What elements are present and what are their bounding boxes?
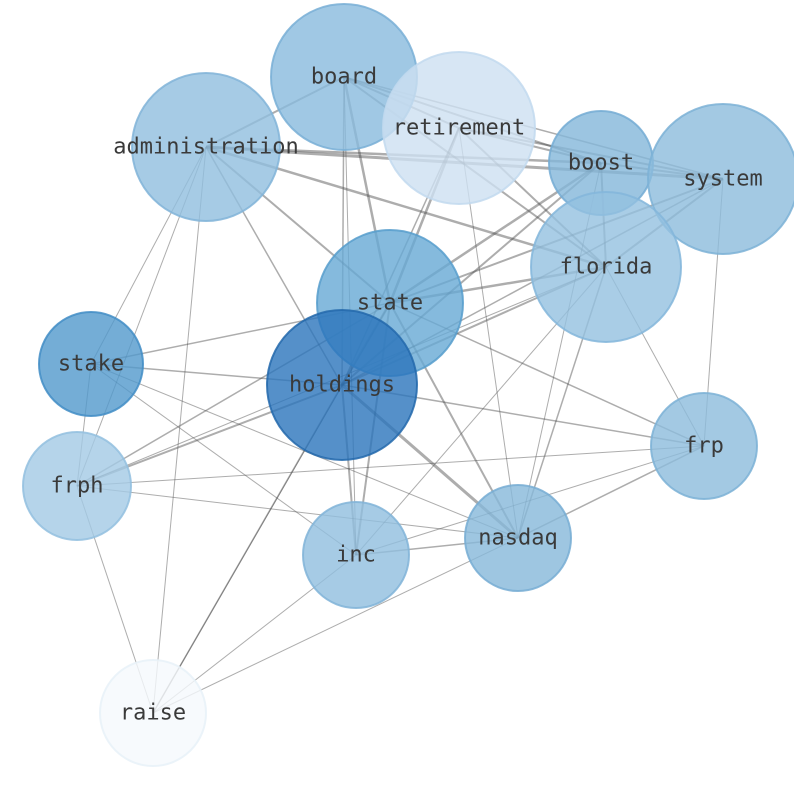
node-stake	[38, 311, 144, 417]
node-administration	[131, 72, 281, 222]
node-inc	[302, 501, 410, 609]
node-system	[647, 103, 794, 255]
node-frp	[650, 392, 758, 500]
node-nasdaq	[464, 484, 572, 592]
node-frph	[22, 431, 132, 541]
node-raise	[99, 659, 207, 767]
node-holdings	[266, 309, 418, 461]
edge-nasdaq-raise	[152, 537, 519, 714]
node-retirement	[382, 51, 536, 205]
edge-administration-raise	[152, 146, 207, 714]
nodes-layer	[22, 3, 794, 767]
edge-frph-nasdaq	[76, 485, 519, 539]
edge-frph-frp	[76, 445, 705, 487]
node-florida	[530, 191, 682, 343]
edge-stake-inc	[90, 363, 357, 556]
